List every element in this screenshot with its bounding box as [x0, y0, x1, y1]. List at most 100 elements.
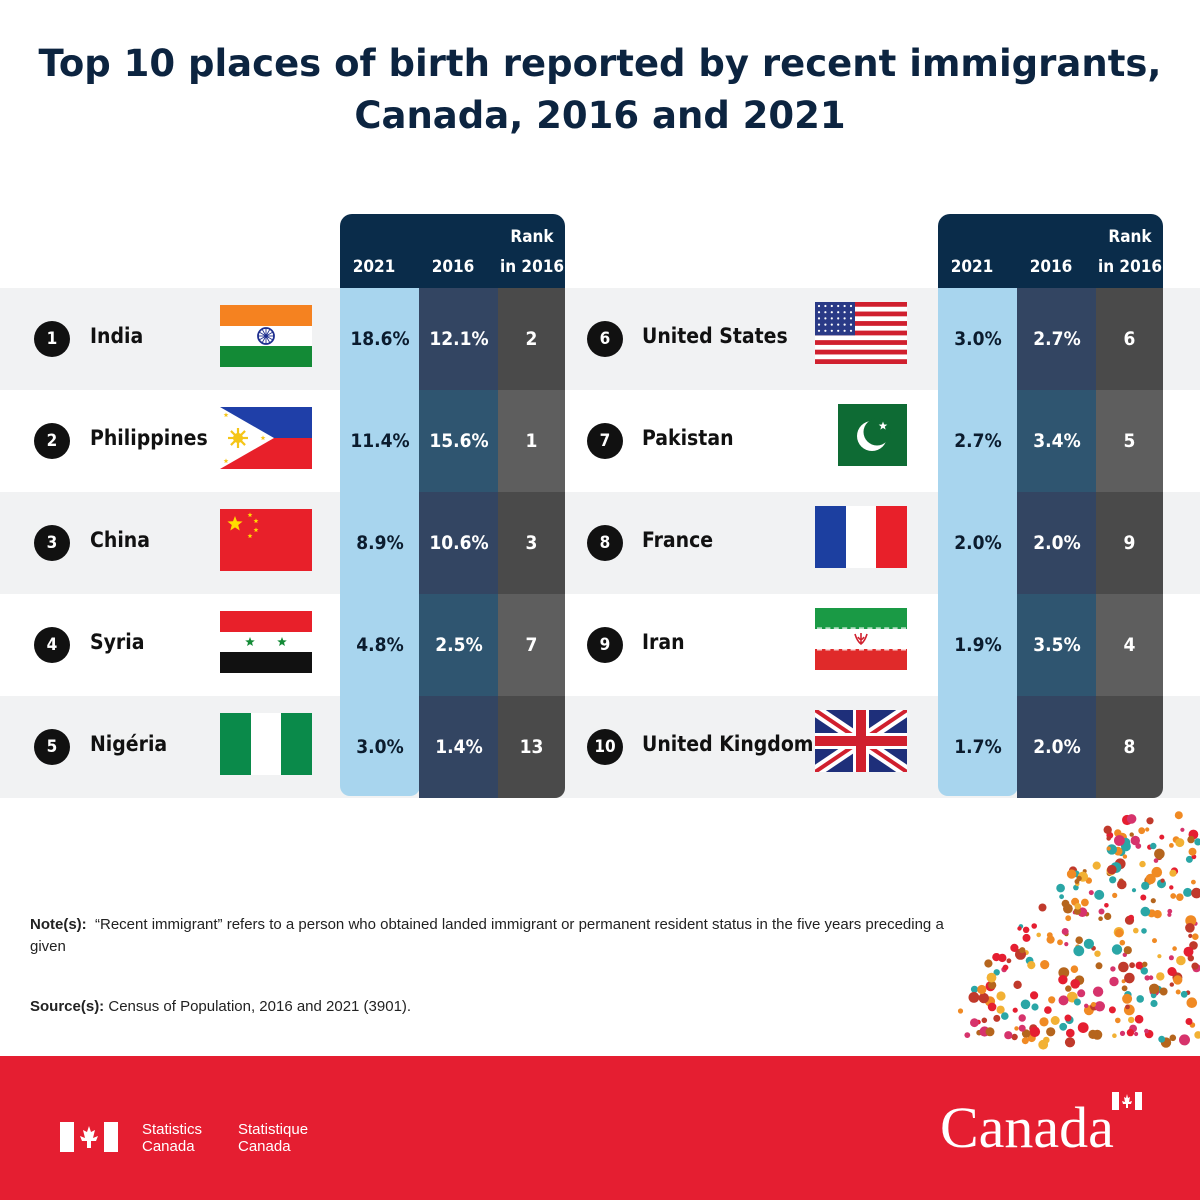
decorative-dot	[1194, 838, 1200, 846]
decorative-dot	[1021, 1029, 1031, 1038]
decorative-dot	[1156, 972, 1165, 981]
decorative-dot	[1058, 975, 1068, 985]
decorative-dot	[1194, 1031, 1200, 1039]
pakistan-flag	[815, 404, 907, 466]
value-2021: 8.9%	[356, 532, 404, 554]
decorative-dot	[1150, 999, 1158, 1008]
decorative-dot	[1031, 1003, 1039, 1011]
nigeria-flag	[220, 713, 312, 775]
value-2021: 1.7%	[954, 736, 1002, 758]
decorative-dot	[984, 959, 993, 968]
value-2016: 12.1%	[419, 288, 499, 390]
rank-2016: 6	[1096, 288, 1163, 390]
decorative-dot	[1169, 1034, 1177, 1042]
decorative-dot	[1187, 835, 1195, 844]
decorative-dot	[1174, 811, 1183, 820]
decorative-dot	[1124, 972, 1135, 984]
decorative-dot	[993, 969, 1000, 976]
decorative-dot	[1145, 873, 1156, 885]
country-name: United States	[642, 324, 788, 348]
decorative-dot	[964, 1032, 971, 1038]
decorative-dot	[988, 981, 997, 990]
sc-fr-line-2: Canada	[238, 1138, 291, 1155]
decorative-dot	[1142, 961, 1148, 967]
decorative-dot	[993, 1014, 1001, 1022]
country-name: Iran	[642, 630, 685, 654]
decorative-dot	[1129, 832, 1134, 837]
usa-flag	[815, 302, 907, 364]
rank-badge: 7	[587, 423, 623, 459]
decorative-dot	[986, 972, 997, 983]
decorative-dot	[1095, 962, 1103, 970]
decorative-dot	[996, 991, 1006, 1001]
decorative-dot	[1077, 989, 1086, 998]
country-name: United Kingdom	[642, 732, 814, 756]
header-2021: 2021	[352, 257, 396, 277]
value-2021: 2.0%	[954, 532, 1002, 554]
value-2021: 2.7%	[954, 430, 1002, 452]
decorative-dot	[1135, 961, 1144, 970]
iran-flag	[815, 608, 907, 670]
footer-bar	[0, 1056, 1200, 1200]
canada-flag-icon	[60, 1122, 118, 1152]
wordmark-flag-icon	[1112, 1092, 1142, 1110]
syria-flag	[220, 611, 312, 673]
decorative-dot	[1092, 861, 1101, 870]
decorative-dot	[1064, 1037, 1076, 1048]
decorative-dot	[1066, 869, 1077, 879]
decorative-dot	[1138, 827, 1146, 835]
rank-badge: 9	[587, 627, 623, 663]
value-2016: 2.0%	[1017, 696, 1097, 798]
decorative-dot	[1183, 946, 1194, 957]
decorative-dot	[1058, 995, 1069, 1006]
decorative-dot	[1012, 1007, 1018, 1013]
decorative-dot	[1185, 855, 1193, 863]
decorative-dot	[1010, 943, 1019, 952]
rank-2016: 13	[498, 696, 565, 798]
decorative-dot	[1133, 927, 1139, 934]
decorative-dot	[1021, 1037, 1029, 1045]
philippines-flag	[220, 407, 312, 469]
decorative-dot	[1018, 1024, 1026, 1032]
rank-badge: 5	[34, 729, 70, 765]
sc-fr-line-1: Statistique	[238, 1121, 309, 1138]
decorative-dot	[1106, 846, 1111, 851]
header-2016: 2016	[1029, 257, 1073, 277]
decorative-dot	[1017, 926, 1022, 931]
decorative-dot	[981, 1017, 988, 1024]
decorative-dot	[1112, 1033, 1117, 1038]
decorative-dot	[1109, 876, 1117, 884]
value-2016: 10.6%	[419, 492, 499, 594]
title-line-1: Top 10 places of birth reported by recen…	[38, 42, 1162, 85]
decorative-dot	[1191, 887, 1200, 899]
decorative-dot	[1122, 993, 1133, 1004]
decorative-dot	[1121, 985, 1128, 992]
value-2021: 4.8%	[356, 634, 404, 656]
decorative-dot	[970, 985, 979, 993]
decorative-dot	[1038, 903, 1047, 912]
decorative-dot	[1027, 961, 1036, 970]
uk-flag	[815, 710, 907, 772]
decorative-dot	[1149, 983, 1160, 994]
decorative-dot	[1128, 914, 1134, 921]
rank-badge: 2	[34, 423, 70, 459]
decorative-dot	[1001, 1012, 1009, 1020]
sc-en-line-2: Canada	[142, 1138, 195, 1155]
header-rank-line-1: Rank	[1108, 227, 1152, 247]
statistique-canada-fr: Statistique Canada	[238, 1121, 308, 1155]
decorative-dot	[1066, 1028, 1075, 1038]
value-2016: 2.5%	[419, 594, 499, 696]
decorative-dot	[1140, 894, 1147, 901]
rank-badge: 1	[34, 321, 70, 357]
decorative-dot	[1159, 987, 1168, 996]
decorative-dot	[1073, 945, 1085, 957]
value-2016: 3.5%	[1017, 594, 1097, 696]
decorative-dot	[1126, 814, 1137, 824]
decorative-dot	[1065, 985, 1072, 992]
decorative-dot	[1160, 878, 1165, 883]
decorative-dot	[1144, 1028, 1149, 1034]
country-name: France	[642, 528, 714, 552]
rank-2016: 5	[1096, 390, 1163, 492]
decorative-dot	[1094, 889, 1105, 900]
decorative-dot	[1154, 848, 1165, 860]
